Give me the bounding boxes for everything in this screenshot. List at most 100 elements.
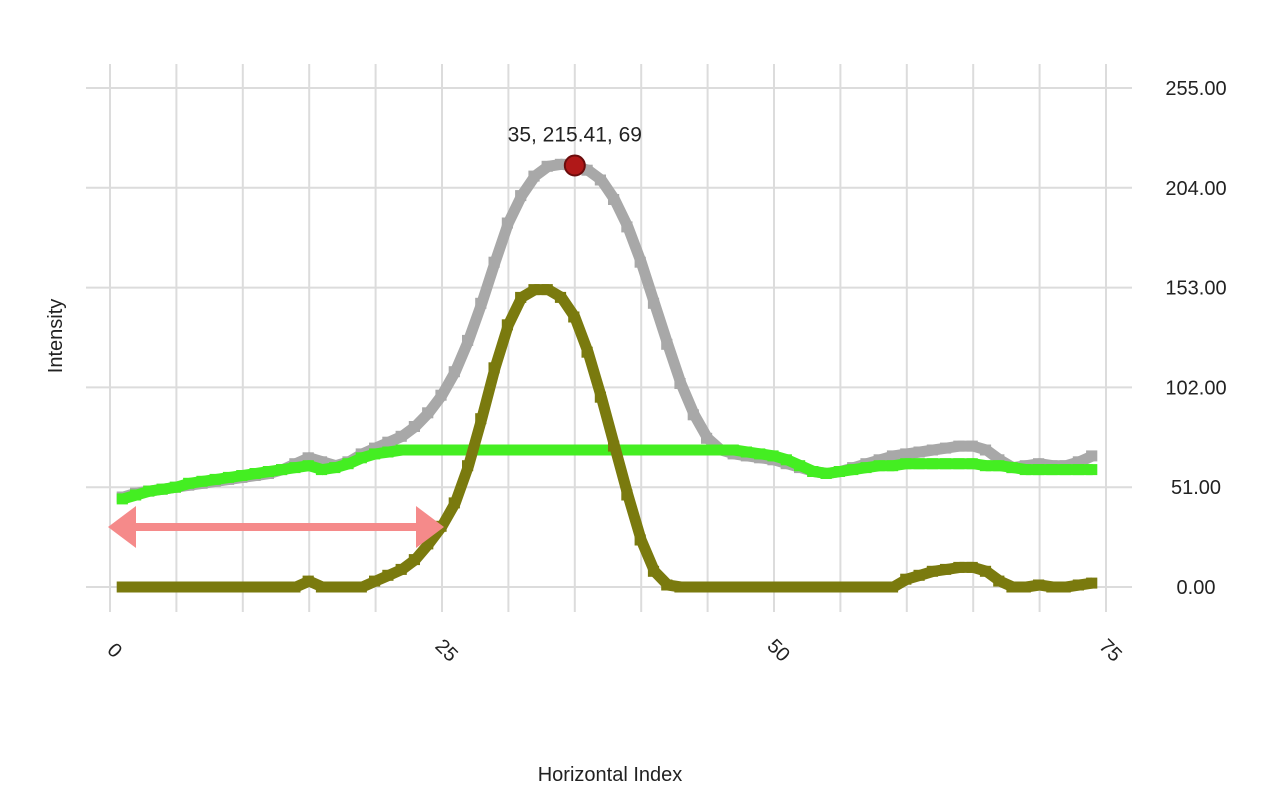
data-point xyxy=(754,581,766,593)
data-point xyxy=(1072,456,1084,468)
data-point xyxy=(116,581,128,593)
data-point xyxy=(355,452,367,464)
data-point xyxy=(727,444,739,456)
data-point xyxy=(289,462,301,474)
data-point xyxy=(369,575,381,587)
data-point xyxy=(315,456,328,468)
data-point xyxy=(488,444,500,456)
data-point xyxy=(302,460,314,472)
data-point xyxy=(581,346,593,358)
data-point xyxy=(979,565,992,577)
data-point xyxy=(873,581,885,593)
data-point xyxy=(222,581,235,593)
data-point xyxy=(196,581,208,593)
data-point xyxy=(807,581,819,593)
data-point xyxy=(621,221,633,233)
data-point xyxy=(780,454,792,466)
data-point xyxy=(608,440,620,452)
data-point xyxy=(329,581,341,593)
data-point xyxy=(1033,458,1045,470)
data-point xyxy=(860,581,872,593)
data-point xyxy=(183,581,195,593)
x-axis-title: Horizontal Index xyxy=(538,764,683,786)
data-point xyxy=(355,581,367,593)
data-point xyxy=(501,319,513,331)
data-point xyxy=(953,440,965,452)
data-point xyxy=(395,430,407,442)
data-point xyxy=(740,581,752,593)
data-point xyxy=(993,460,1005,472)
annotation-layer: 35, 215.41, 69 xyxy=(508,123,642,177)
data-point xyxy=(448,497,460,509)
data-point xyxy=(621,489,633,501)
data-point xyxy=(554,291,567,303)
data-point xyxy=(501,217,513,229)
data-point xyxy=(1046,464,1058,476)
data-point xyxy=(674,378,686,389)
data-point xyxy=(475,444,487,456)
y-tick-label: 102.00 xyxy=(1165,377,1226,399)
data-point xyxy=(701,444,713,456)
data-point xyxy=(701,432,713,444)
data-point xyxy=(222,471,235,483)
data-point xyxy=(342,581,354,593)
data-point xyxy=(1059,581,1071,593)
data-point xyxy=(1033,579,1045,591)
data-point xyxy=(913,458,925,470)
double-arrow-icon xyxy=(108,506,444,548)
x-tick-label: 50 xyxy=(763,635,794,666)
data-point xyxy=(926,458,938,470)
data-point xyxy=(993,454,1005,466)
data-point xyxy=(462,334,474,346)
data-point xyxy=(661,579,673,591)
data-point xyxy=(515,190,527,202)
x-tick-label: 0 xyxy=(103,639,126,662)
data-point xyxy=(594,391,606,403)
data-point xyxy=(674,581,686,593)
data-point xyxy=(833,466,845,477)
data-point xyxy=(594,444,606,456)
data-point xyxy=(634,534,646,546)
highlight-marker[interactable] xyxy=(563,154,586,177)
data-point xyxy=(528,170,540,182)
data-point xyxy=(1086,450,1098,462)
data-point xyxy=(1019,464,1031,476)
data-point xyxy=(541,284,553,296)
data-point xyxy=(926,444,938,456)
data-point xyxy=(727,581,739,593)
data-point xyxy=(1019,581,1031,593)
data-point xyxy=(488,256,500,268)
data-point xyxy=(873,460,885,472)
data-point xyxy=(847,464,859,476)
data-point xyxy=(820,468,832,479)
data-point xyxy=(687,409,699,421)
y-axis-title: Intensity xyxy=(45,299,67,373)
data-point xyxy=(886,460,899,472)
data-point xyxy=(594,174,606,186)
data-point xyxy=(687,581,699,593)
data-point xyxy=(886,450,899,462)
data-point xyxy=(169,481,181,493)
data-point xyxy=(488,362,500,374)
data-point xyxy=(408,444,420,456)
data-point xyxy=(249,581,261,593)
data-point xyxy=(754,448,766,460)
data-point xyxy=(634,444,646,456)
data-point xyxy=(581,444,593,456)
data-point xyxy=(156,483,168,495)
data-point xyxy=(541,160,553,172)
data-point xyxy=(966,561,978,573)
data-point xyxy=(262,581,274,593)
data-point xyxy=(794,581,806,593)
data-point xyxy=(794,460,806,472)
data-point xyxy=(767,450,779,462)
data-point xyxy=(315,464,328,476)
data-point xyxy=(183,477,195,489)
data-point xyxy=(475,297,487,309)
data-point xyxy=(541,444,553,456)
data-point xyxy=(408,421,420,432)
data-point xyxy=(143,581,155,593)
data-point xyxy=(940,563,952,575)
x-tick-label: 25 xyxy=(431,635,462,666)
